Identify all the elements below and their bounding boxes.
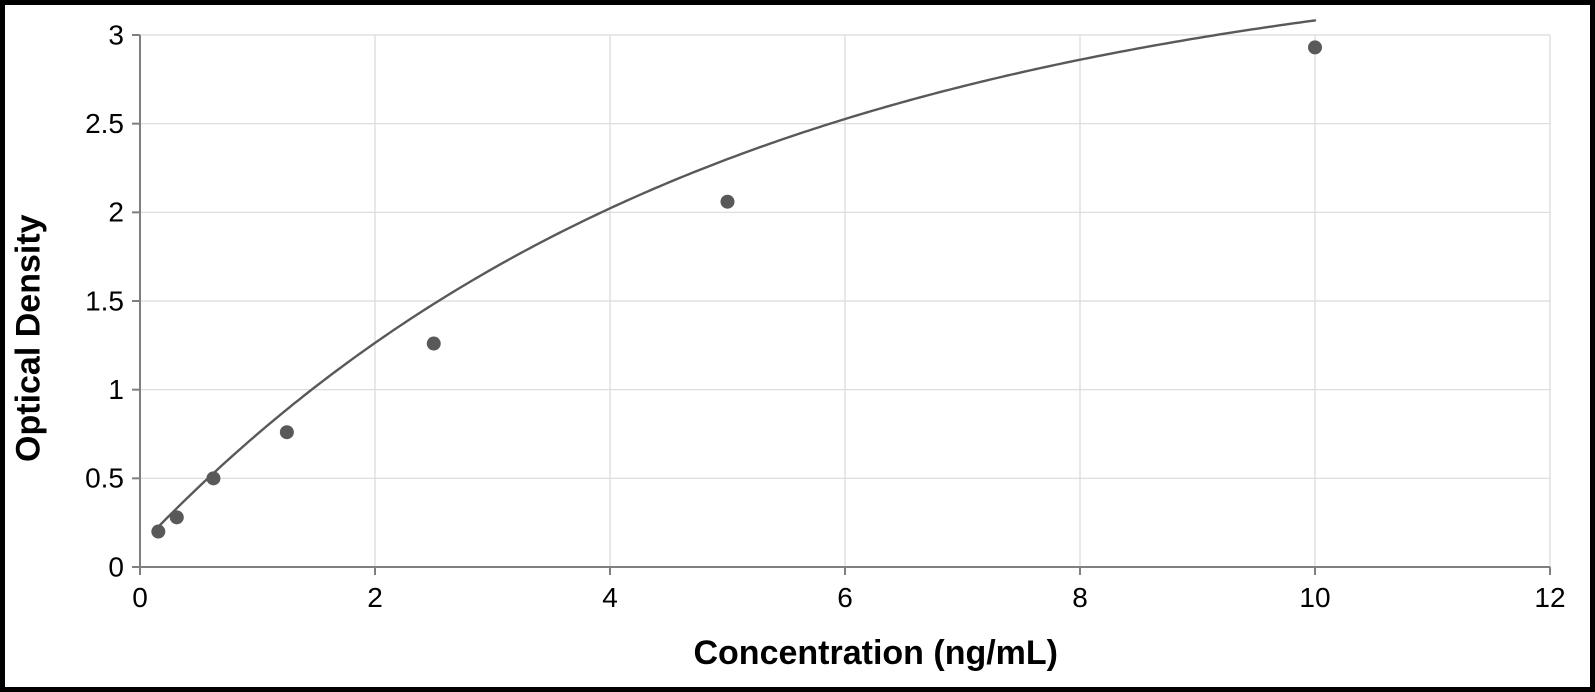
plot-background (15, 15, 1580, 677)
data-point (721, 195, 735, 209)
y-axis-title: Optical Density (10, 214, 49, 462)
data-point (280, 425, 294, 439)
data-point (170, 510, 184, 524)
x-tick-label: 0 (132, 582, 148, 613)
data-point (427, 337, 441, 351)
x-tick-label: 8 (1072, 582, 1088, 613)
data-point (206, 471, 220, 485)
x-tick-label: 10 (1299, 582, 1330, 613)
chart-frame: Optical Density Concentration (ng/mL) 0 2… (0, 0, 1595, 692)
x-tick-label: 4 (602, 582, 618, 613)
y-tick-label: 2 (108, 197, 124, 228)
y-tick-label: 0 (108, 551, 124, 582)
y-tick-label: 3 (108, 19, 124, 50)
x-tick-label: 12 (1534, 582, 1565, 613)
chart-svg: 0 2 4 6 8 10 12 0 0.5 1 1.5 2 2.5 3 (15, 15, 1580, 677)
y-tick-label: 1 (108, 374, 124, 405)
chart-container: Optical Density Concentration (ng/mL) 02… (15, 15, 1580, 677)
data-point (151, 525, 165, 539)
y-tick-label: 2.5 (85, 108, 124, 139)
y-tick-label: 1.5 (85, 285, 124, 316)
x-tick-label: 2 (367, 582, 383, 613)
data-point (1308, 40, 1322, 54)
x-tick-label: 6 (837, 582, 853, 613)
x-axis-title: Concentration (ng/mL) (693, 634, 1058, 673)
y-tick-label: 0.5 (85, 463, 124, 494)
